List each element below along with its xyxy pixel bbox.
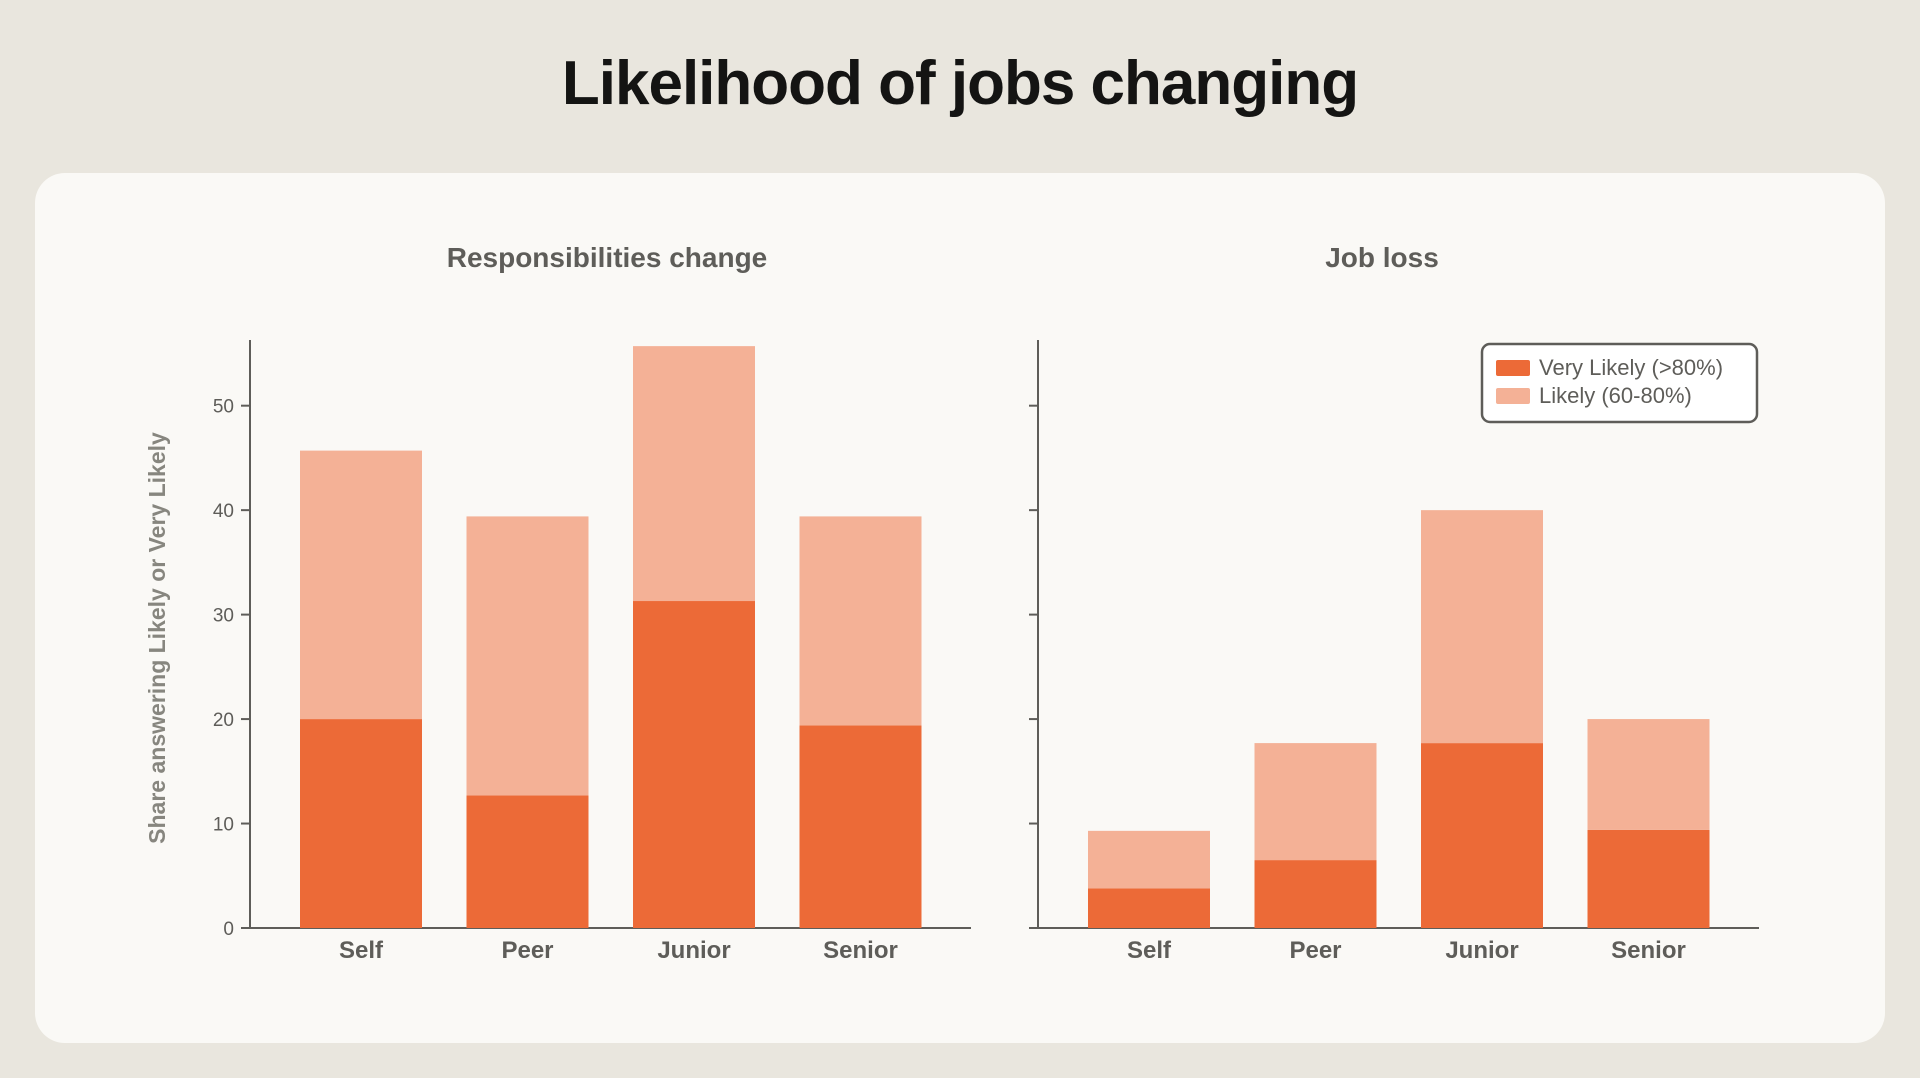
bar-self-very-likely: [300, 719, 422, 928]
legend-box: [1480, 342, 1759, 424]
legend-label-very-likely: Very Likely (>80%): [1539, 355, 1723, 380]
chart-card: Responsibilities change Share answering L…: [35, 173, 1885, 1043]
x-tick-label-junior: Junior: [1445, 937, 1518, 964]
bar-senior-likely: [1587, 719, 1710, 830]
x-tick-label-junior: Junior: [657, 937, 730, 964]
legend-swatch-likely: [1496, 388, 1530, 404]
bar-senior-very-likely: [799, 725, 922, 928]
y-tick-label: 50: [213, 397, 234, 418]
x-tick-label-peer: Peer: [501, 937, 553, 964]
x-tick-label-peer: Peer: [1289, 937, 1341, 964]
y-axis-label: Share answering Likely or Very Likely: [144, 432, 170, 844]
chart-area: Responsibilities change Share answering L…: [144, 242, 1759, 964]
panel-title-1: Responsibilities change: [447, 242, 768, 273]
x-tick-label-senior: Senior: [823, 937, 898, 964]
y-tick-label: 40: [213, 501, 234, 522]
bar-junior-likely: [1421, 510, 1543, 744]
bar-junior-very-likely: [1421, 743, 1543, 928]
y-tick-label: 20: [213, 710, 234, 731]
bar-senior-very-likely: [1587, 829, 1710, 928]
y-tick-label: 10: [213, 815, 234, 836]
bar-junior-likely: [633, 346, 755, 602]
bar-peer-likely: [1254, 743, 1377, 861]
bar-self-likely: [300, 450, 422, 720]
legend-swatch-very-likely: [1496, 360, 1530, 376]
x-tick-label-self: Self: [339, 937, 384, 964]
bar-self-likely: [1088, 830, 1210, 889]
y-tick-label: 0: [223, 919, 234, 940]
panel-title-2: Job loss: [1325, 242, 1439, 273]
legend-label-likely: Likely (60-80%): [1539, 383, 1692, 408]
x-tick-label-senior: Senior: [1611, 937, 1686, 964]
bar-peer-very-likely: [466, 795, 589, 928]
page-title: Likelihood of jobs changing: [561, 49, 1359, 118]
y-tick-label: 30: [213, 606, 234, 627]
bar-peer-very-likely: [1254, 860, 1377, 928]
x-tick-label-self: Self: [1127, 937, 1172, 964]
bar-junior-very-likely: [633, 601, 755, 928]
bar-self-very-likely: [1088, 888, 1210, 928]
bar-peer-likely: [466, 516, 589, 796]
bar-senior-likely: [799, 516, 922, 726]
